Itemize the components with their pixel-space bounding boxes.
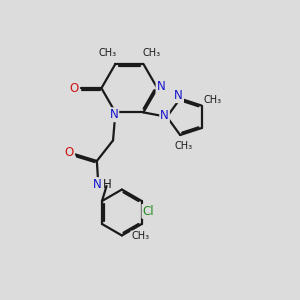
Text: CH₃: CH₃ [174,141,192,151]
Text: Cl: Cl [142,205,154,218]
Text: CH₃: CH₃ [204,95,222,105]
Text: CH₃: CH₃ [98,48,116,58]
Text: CH₃: CH₃ [131,231,149,242]
Text: O: O [64,146,74,159]
Text: N: N [174,89,183,102]
Text: H: H [103,178,112,191]
Text: N: N [110,108,118,121]
Text: N: N [160,109,169,122]
Text: O: O [70,82,79,95]
Text: N: N [92,178,101,191]
Text: CH₃: CH₃ [142,48,161,58]
Text: N: N [157,80,165,93]
